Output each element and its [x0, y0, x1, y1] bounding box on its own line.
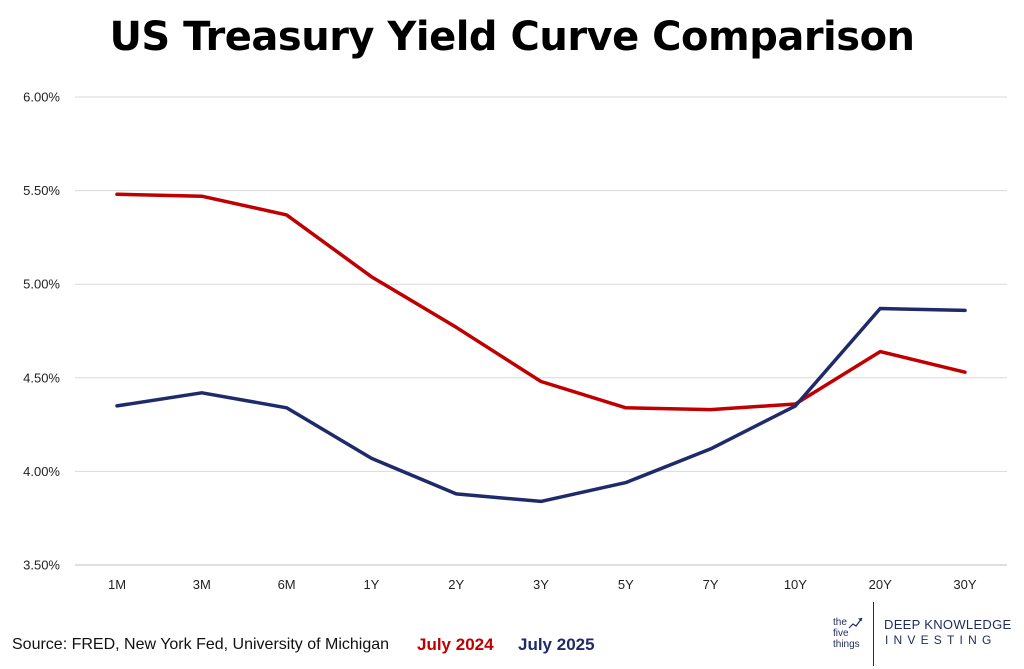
y-axis-ticks: 3.50% 4.00% 4.50% 5.00% 5.50% 6.00%	[23, 90, 60, 573]
logo-word-five: five	[833, 628, 849, 639]
gridlines	[75, 96, 1007, 566]
x-tick-label: 3M	[193, 577, 211, 592]
five-things-logo: the five things	[833, 617, 863, 650]
legend-july-2025: July 2025	[518, 635, 595, 654]
y-tick-label: 6.00%	[23, 90, 60, 105]
y-tick-label: 4.00%	[23, 464, 60, 479]
logo-word-the: the	[833, 617, 847, 628]
y-tick-label: 5.00%	[23, 277, 60, 292]
x-tick-label: 30Y	[953, 577, 976, 592]
chart-title: US Treasury Yield Curve Comparison	[109, 14, 915, 60]
y-tick-label: 4.50%	[23, 370, 60, 385]
dki-logo-line2: INVESTING	[885, 633, 997, 647]
x-tick-label: 10Y	[784, 577, 807, 592]
x-tick-label: 6M	[278, 577, 296, 592]
logo-word-things: things	[833, 639, 860, 650]
y-tick-label: 5.50%	[23, 183, 60, 198]
series-lines	[115, 192, 967, 504]
x-tick-label: 1Y	[363, 577, 379, 592]
legend-july-2024: July 2024	[417, 635, 494, 654]
arrowhead-icon	[858, 618, 862, 622]
x-tick-label: 1M	[108, 577, 126, 592]
x-tick-label: 7Y	[703, 577, 719, 592]
source-note: Source: FRED, New York Fed, University o…	[12, 636, 390, 653]
logo-divider	[873, 602, 874, 666]
x-tick-label: 3Y	[533, 577, 549, 592]
x-tick-label: 5Y	[618, 577, 634, 592]
dki-logo-line1: DEEP KNOWLEDGE	[884, 617, 1012, 632]
trend-arrow-icon	[848, 617, 863, 629]
series-line-july-2025	[115, 306, 967, 504]
y-tick-label: 3.50%	[23, 558, 60, 573]
series-line-july-2024	[115, 192, 967, 412]
x-tick-label: 2Y	[448, 577, 464, 592]
x-tick-label: 20Y	[869, 577, 892, 592]
x-axis-ticks: 1M 3M 6M 1Y 2Y 3Y 5Y 7Y 10Y 20Y 30Y	[108, 577, 977, 592]
